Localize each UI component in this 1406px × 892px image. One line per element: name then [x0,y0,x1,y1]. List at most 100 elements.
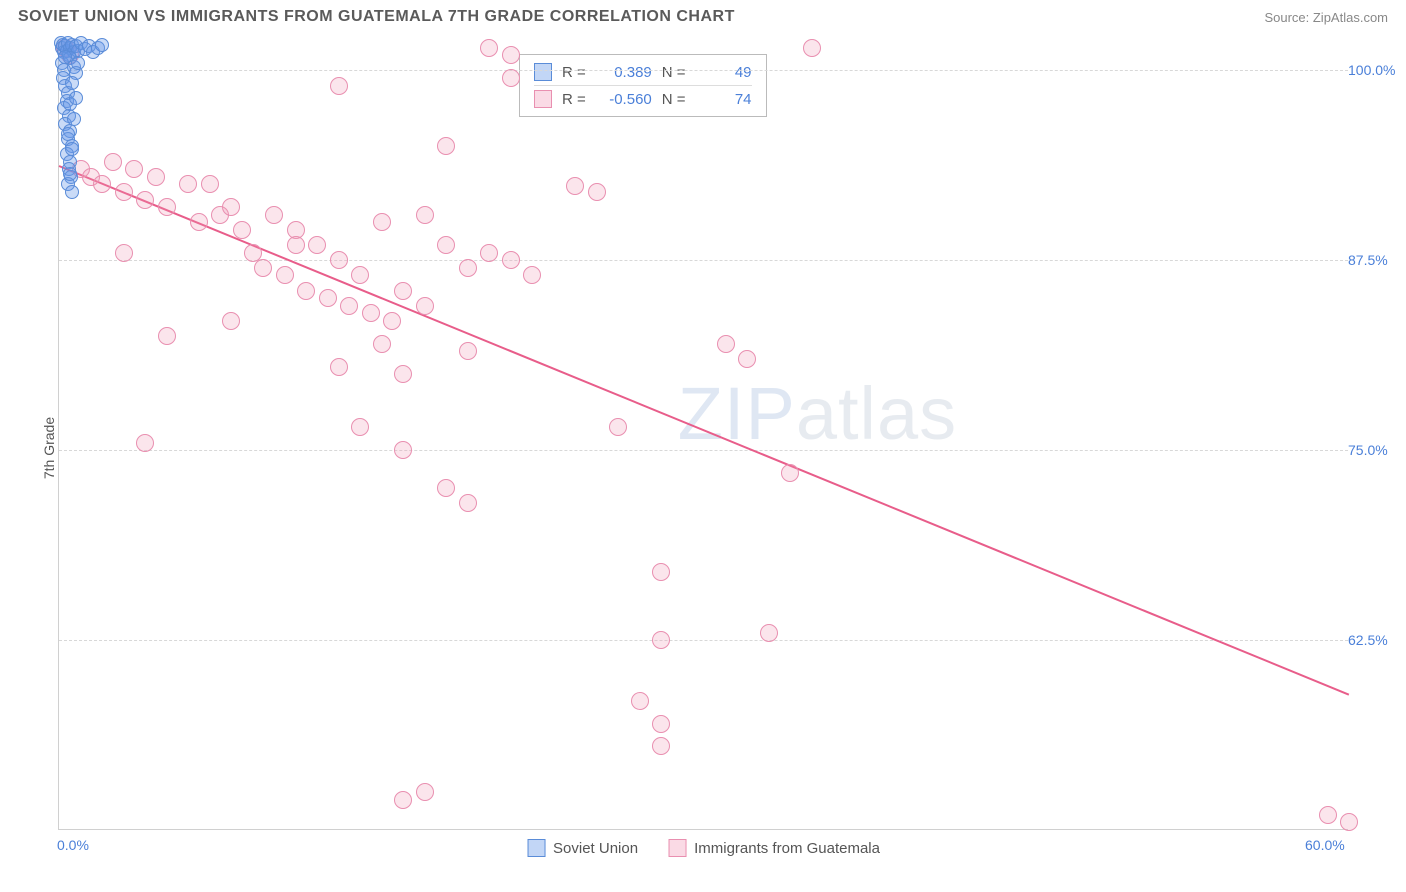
data-point [254,259,272,277]
data-point [233,221,251,239]
data-point [58,50,72,64]
stats-box: R = 0.389 N = 49 R = -0.560 N = 74 [519,54,767,117]
data-point [136,191,154,209]
data-point [738,350,756,368]
data-point [803,39,821,57]
swatch-icon [534,63,552,81]
data-point [652,631,670,649]
data-point [760,624,778,642]
data-point [319,289,337,307]
data-point [588,183,606,201]
y-tick-label: 100.0% [1348,62,1398,78]
data-point [308,236,326,254]
data-point [340,297,358,315]
data-point [523,266,541,284]
data-point [297,282,315,300]
y-tick-label: 87.5% [1348,252,1398,268]
data-point [373,213,391,231]
legend-item: Immigrants from Guatemala [668,839,880,857]
data-point [437,479,455,497]
chart-container: 7th Grade ZIPatlas R = 0.389 N = 49 R = … [48,40,1388,840]
stat-r-label: R = [562,64,586,81]
data-point [71,56,85,70]
data-point [147,168,165,186]
data-point [437,236,455,254]
gridline [59,70,1348,71]
data-point [502,46,520,64]
data-point [383,312,401,330]
data-point [190,213,208,231]
data-point [416,297,434,315]
plot-area: ZIPatlas R = 0.389 N = 49 R = -0.560 N =… [58,40,1348,830]
y-tick-label: 62.5% [1348,632,1398,648]
stat-r-value: 0.389 [596,64,652,81]
data-point [394,365,412,383]
data-point [502,251,520,269]
data-point [351,266,369,284]
legend: Soviet Union Immigrants from Guatemala [527,839,880,857]
data-point [1319,806,1337,824]
data-point [781,464,799,482]
data-point [652,737,670,755]
legend-label: Soviet Union [553,840,638,857]
watermark: ZIPatlas [678,371,957,456]
data-point [480,244,498,262]
swatch-icon [527,839,545,857]
data-point [330,77,348,95]
stats-row: R = -0.560 N = 74 [534,85,752,110]
data-point [69,91,83,105]
data-point [276,266,294,284]
data-point [61,127,75,141]
x-tick-label: 0.0% [57,837,89,853]
data-point [609,418,627,436]
data-point [67,112,81,126]
data-point [179,175,197,193]
chart-header: SOVIET UNION VS IMMIGRANTS FROM GUATEMAL… [0,0,1406,30]
data-point [65,185,79,199]
data-point [416,206,434,224]
stat-n-label: N = [662,64,686,81]
data-point [717,335,735,353]
data-point [222,312,240,330]
chart-title: SOVIET UNION VS IMMIGRANTS FROM GUATEMAL… [18,8,735,26]
data-point [459,494,477,512]
stat-n-value: 49 [696,64,752,81]
legend-item: Soviet Union [527,839,638,857]
data-point [416,783,434,801]
data-point [287,236,305,254]
watermark-thin: atlas [796,372,957,455]
data-point [394,282,412,300]
data-point [104,153,122,171]
data-point [502,69,520,87]
data-point [125,160,143,178]
stat-r-value: -0.560 [596,91,652,108]
data-point [265,206,283,224]
stats-row: R = 0.389 N = 49 [534,61,752,83]
data-point [158,327,176,345]
data-point [362,304,380,322]
y-tick-label: 75.0% [1348,442,1398,458]
data-point [566,177,584,195]
gridline [59,640,1348,641]
legend-label: Immigrants from Guatemala [694,840,880,857]
stat-n-value: 74 [696,91,752,108]
data-point [115,244,133,262]
data-point [222,198,240,216]
data-point [652,715,670,733]
stat-n-label: N = [662,91,686,108]
gridline [59,450,1348,451]
y-axis-title: 7th Grade [41,417,57,479]
data-point [330,358,348,376]
swatch-icon [534,90,552,108]
data-point [1340,813,1358,831]
swatch-icon [668,839,686,857]
data-point [115,183,133,201]
data-point [63,167,77,181]
data-point [459,259,477,277]
data-point [394,441,412,459]
x-tick-label: 60.0% [1305,837,1345,853]
data-point [394,791,412,809]
data-point [65,142,79,156]
data-point [652,563,670,581]
data-point [158,198,176,216]
